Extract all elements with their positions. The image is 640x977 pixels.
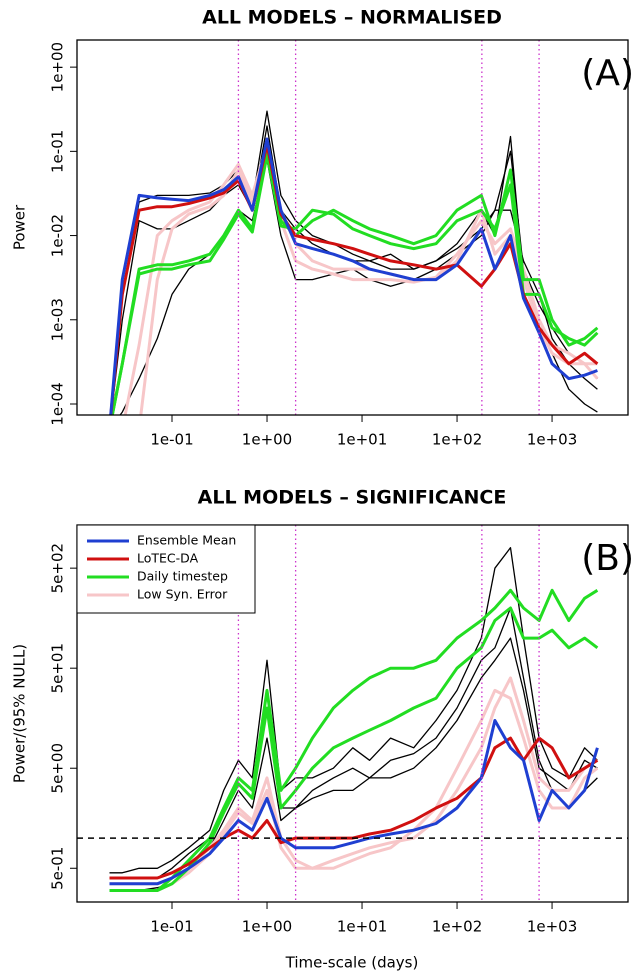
panel-label: (A)	[581, 53, 634, 94]
series-line	[123, 143, 598, 415]
x-tick-label: 1e+01	[337, 918, 387, 936]
series-line	[109, 637, 598, 879]
series-line	[109, 688, 599, 892]
chart-title: ALL MODELS – SIGNIFICANCE	[198, 487, 507, 509]
legend-label: Low Syn. Error	[137, 587, 228, 602]
legend-label: LoTEC-DA	[137, 551, 199, 566]
y-tick-label: 1e-04	[49, 382, 67, 425]
y-axis-label: Power	[11, 204, 29, 250]
y-tick-label: 5e+01	[49, 643, 67, 693]
legend-label: Ensemble Mean	[137, 533, 236, 548]
plot-area	[109, 547, 599, 892]
series-line	[110, 149, 599, 415]
y-tick-label: 5e+00	[49, 743, 67, 793]
y-tick-label: 1e-01	[49, 130, 67, 173]
y-tick-label: 1e+00	[49, 42, 67, 92]
x-tick-label: 1e-01	[150, 431, 193, 449]
series-line	[109, 137, 598, 415]
y-axis-label: Power/(95% NULL)	[11, 644, 29, 783]
x-tick-label: 1e+00	[242, 431, 292, 449]
x-tick-label: 1e+02	[432, 431, 482, 449]
series-line	[110, 153, 599, 415]
x-tick-label: 1e-01	[150, 918, 193, 936]
panel-label: (B)	[581, 538, 634, 579]
series-line	[109, 588, 599, 892]
chart-title: ALL MODELS – NORMALISED	[202, 7, 502, 29]
series-line	[119, 158, 598, 415]
x-tick-label: 1e+00	[242, 918, 292, 936]
y-tick-label: 1e-02	[49, 214, 67, 257]
series-line	[109, 547, 598, 874]
series-line	[139, 149, 599, 415]
y-tick-label: 5e+02	[49, 543, 67, 593]
plot-frame	[76, 524, 629, 903]
legend: Ensemble Mean LoTEC-DA Daily timestep Low S…	[76, 524, 256, 614]
series-line	[109, 607, 598, 892]
x-tick-label: 1e+02	[432, 918, 482, 936]
legend-label: Daily timestep	[137, 569, 228, 584]
plot-area	[109, 110, 599, 415]
x-axis-label: Time-scale (days)	[285, 954, 419, 972]
series-line	[109, 143, 599, 415]
x-tick-label: 1e+03	[527, 918, 577, 936]
series-line	[109, 606, 599, 892]
y-tick-label: 5e-01	[49, 847, 67, 890]
x-tick-label: 1e+01	[337, 431, 387, 449]
series-line	[109, 719, 599, 886]
plot-frame	[76, 39, 629, 416]
x-tick-label: 1e+03	[527, 431, 577, 449]
y-tick-label: 1e-03	[49, 298, 67, 341]
